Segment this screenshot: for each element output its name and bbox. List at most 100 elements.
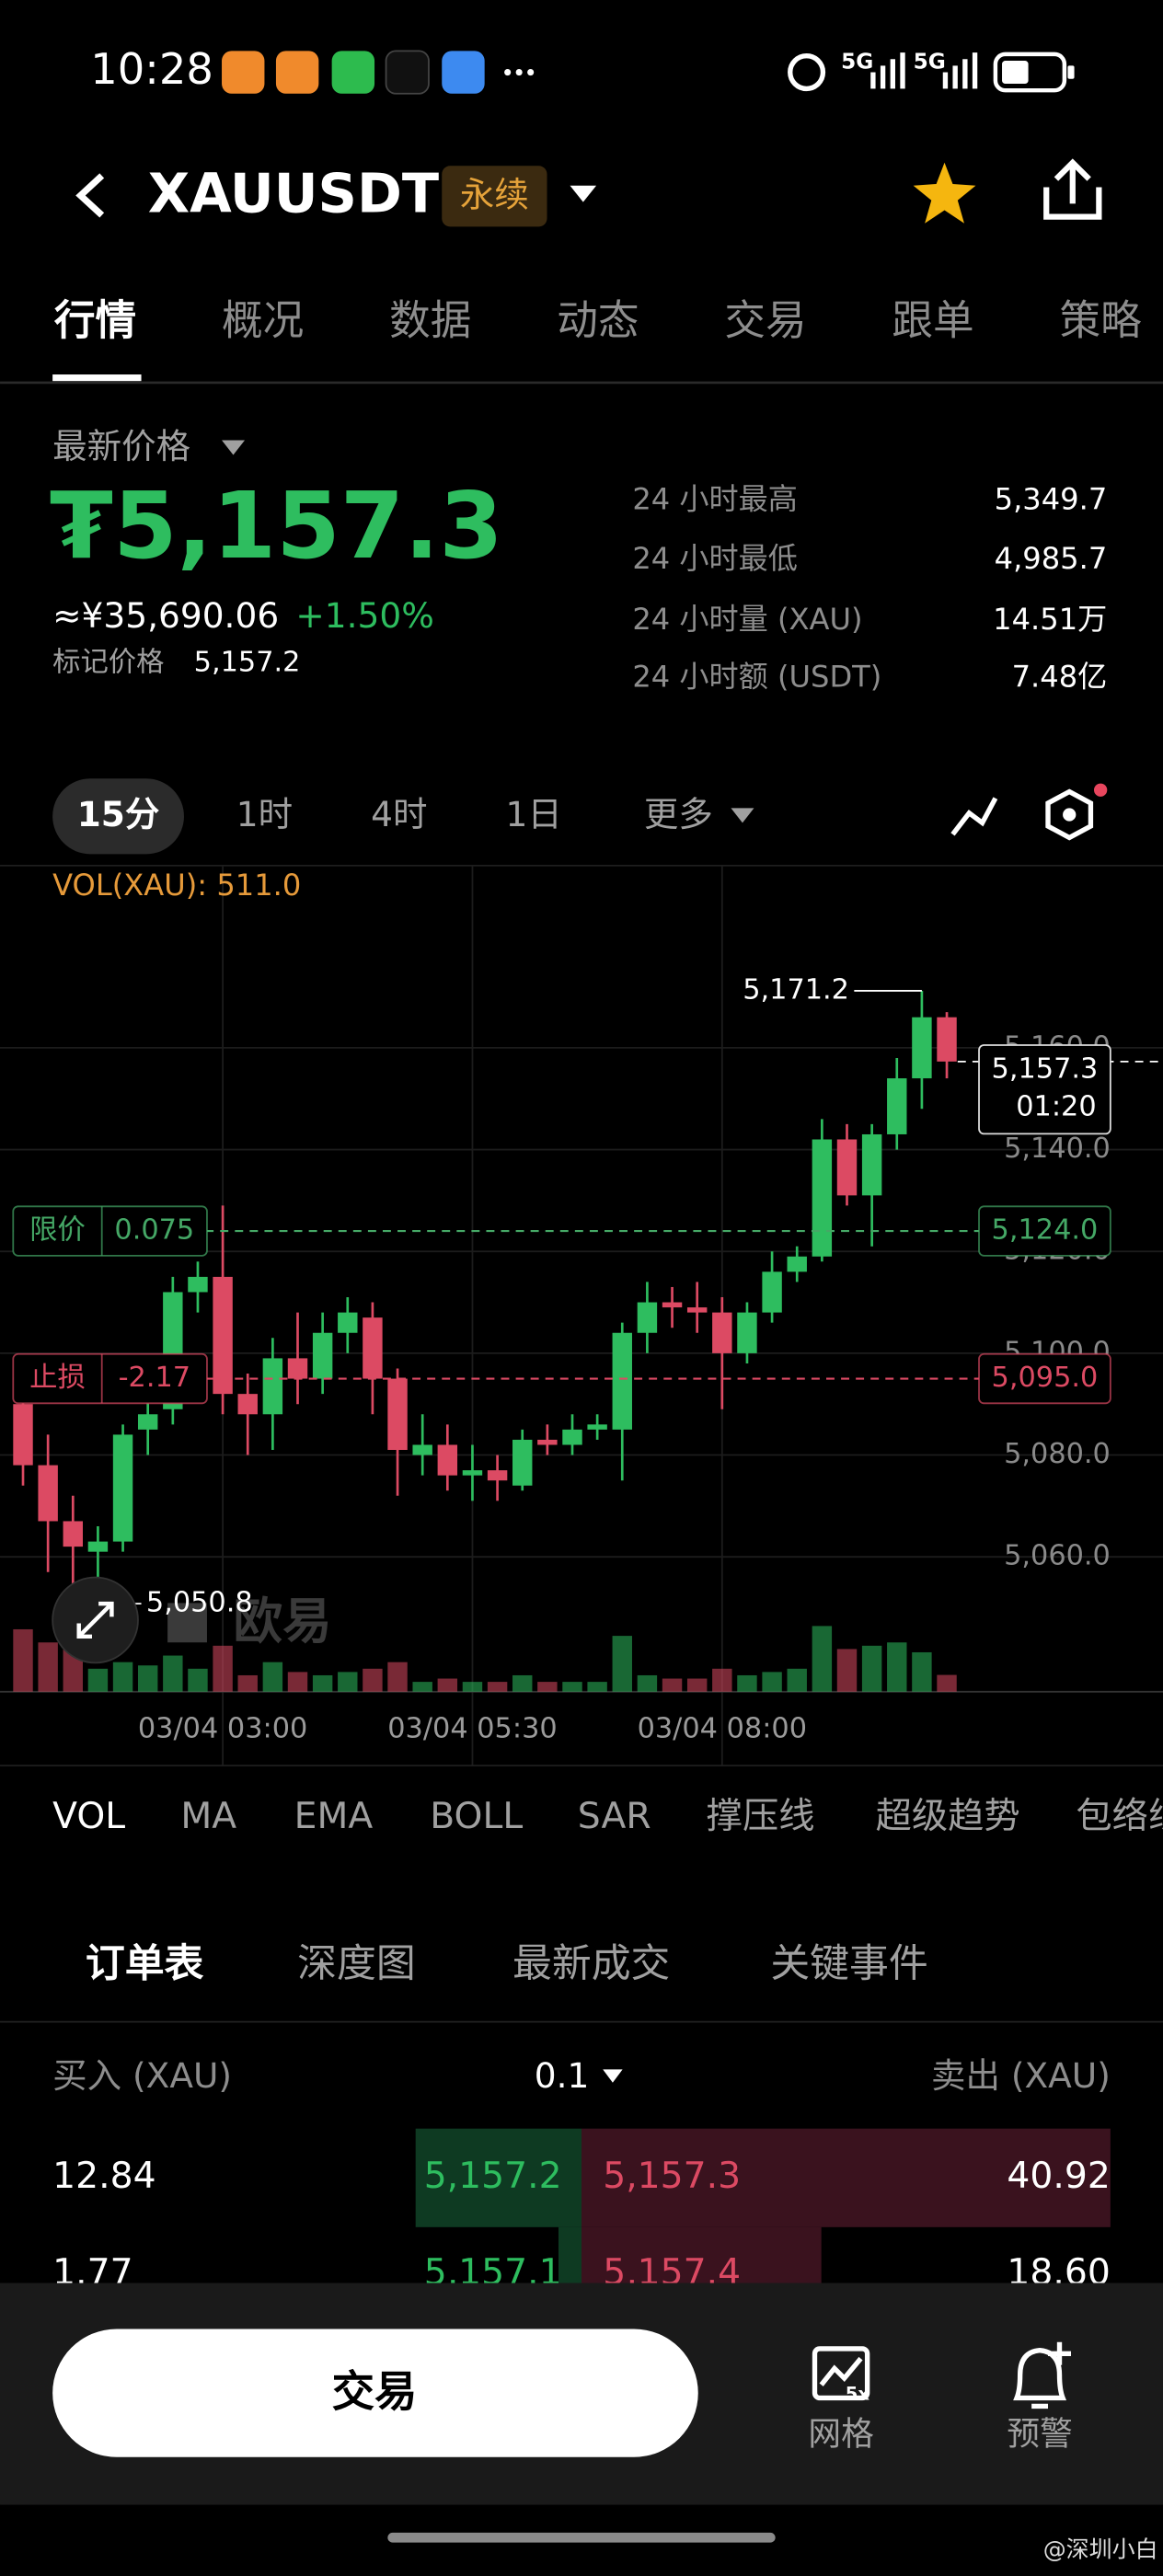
candle-body: [262, 1358, 283, 1415]
book-tab[interactable]: 关键事件: [770, 1940, 927, 1986]
volume-bar: [112, 1662, 133, 1692]
candle-body: [412, 1444, 432, 1455]
expand-icon: [76, 1601, 114, 1639]
share[interactable]: [1043, 158, 1102, 220]
back-button[interactable]: [75, 173, 105, 218]
interval[interactable]: 更多: [644, 794, 713, 834]
volume-bar: [937, 1674, 957, 1692]
mark-price: 5,157.2: [194, 647, 301, 679]
volume-bar: [612, 1636, 632, 1692]
volume-bar: [787, 1668, 807, 1692]
candle-body: [762, 1271, 782, 1313]
indicator[interactable]: 超级趋势: [876, 1796, 1020, 1837]
ask-size: 40.92: [1007, 2156, 1110, 2197]
network: 5G: [841, 49, 873, 74]
candle-body: [912, 1017, 932, 1079]
stat-label: 24 小时最低: [632, 541, 798, 576]
watermark-logo: [167, 1603, 207, 1643]
volume-bar: [737, 1674, 757, 1692]
indicator[interactable]: BOLL: [430, 1796, 523, 1837]
interval-active-bg: [52, 778, 184, 855]
candle-body: [737, 1312, 757, 1353]
indicator[interactable]: VOL: [52, 1796, 125, 1837]
indicator[interactable]: SAR: [578, 1796, 651, 1837]
candle-body: [587, 1424, 607, 1430]
tab[interactable]: 数据: [389, 297, 471, 345]
book-tab[interactable]: 订单表: [86, 1940, 204, 1986]
stat-value: 7.48亿: [1012, 659, 1108, 694]
indicator[interactable]: EMA: [294, 1796, 374, 1837]
candle-body: [562, 1429, 582, 1445]
candle-body: [312, 1332, 333, 1379]
candle-body: [137, 1414, 158, 1430]
mark-label: 标记价格: [52, 647, 164, 679]
depth-bar: [558, 2226, 582, 2294]
volume-bar: [387, 1662, 408, 1692]
buy-header: 买入 (XAU): [52, 2055, 232, 2096]
tab[interactable]: 概况: [222, 297, 304, 345]
chart-watermark: 欧易: [234, 1592, 332, 1650]
book-tab[interactable]: 深度图: [297, 1940, 415, 1986]
tab[interactable]: 行情: [54, 297, 136, 345]
indicator[interactable]: 撑压线: [707, 1796, 815, 1837]
candle-body: [836, 1139, 858, 1196]
candle-body: [63, 1521, 83, 1547]
tab-underline: [52, 374, 142, 382]
tab[interactable]: 策略: [1060, 297, 1142, 345]
volume-label: VOL(XAU): 511.0: [52, 868, 301, 903]
candle-body: [462, 1470, 483, 1476]
step[interactable]: 0.1: [535, 2055, 590, 2096]
ask-price: 5,157.3: [603, 2156, 741, 2197]
candle-body: [861, 1133, 882, 1196]
candle-body: [487, 1470, 508, 1481]
volume-bar: [437, 1678, 458, 1692]
interval[interactable]: 1时: [236, 794, 293, 834]
dropdown[interactable]: [570, 185, 597, 202]
indicator[interactable]: 包络线: [1076, 1796, 1163, 1837]
stat-label: 24 小时最高: [632, 482, 798, 517]
tab[interactable]: 跟单: [892, 297, 973, 345]
trade-button[interactable]: [52, 2329, 698, 2457]
dropdown[interactable]: [603, 2069, 623, 2083]
candle-body: [287, 1358, 308, 1379]
candle-body: [787, 1256, 807, 1272]
depth-bar: [582, 2128, 1111, 2227]
grid-icon[interactable]: [812, 2346, 870, 2401]
extreme-label: 5,171.2: [743, 973, 849, 1006]
badge-bg: [442, 166, 547, 227]
tab[interactable]: 动态: [557, 297, 639, 345]
volume-bar: [213, 1645, 233, 1692]
volume-bar: [762, 1672, 782, 1692]
interval[interactable]: 15分: [77, 794, 160, 834]
volume-bar: [87, 1668, 109, 1692]
candle-body: [237, 1394, 258, 1415]
notice-dot: [1094, 783, 1108, 797]
dropdown[interactable]: [222, 440, 246, 455]
home-indicator: [387, 2532, 776, 2543]
candle-body: [13, 1404, 33, 1466]
book-tab[interactable]: 最新成交: [512, 1940, 670, 1986]
volume-bar: [163, 1655, 183, 1692]
x-tick-label: 03/04 03:00: [138, 1712, 307, 1744]
candle-body: [338, 1312, 358, 1333]
interval[interactable]: 4时: [371, 794, 427, 834]
candle-body: [38, 1465, 58, 1522]
tab[interactable]: 交易: [724, 297, 806, 345]
interval[interactable]: 1日: [506, 794, 562, 834]
settings-button[interactable]: [1045, 788, 1094, 841]
stat-label: 24 小时量 (XAU): [632, 602, 862, 637]
volume-bar: [188, 1668, 208, 1692]
order-tag: [12, 1352, 208, 1405]
volume-bar: [13, 1628, 33, 1692]
indicator[interactable]: MA: [180, 1796, 236, 1837]
extreme-label: 5,050.8: [146, 1587, 253, 1619]
candle-body: [712, 1312, 732, 1353]
volume-bar: [662, 1678, 683, 1692]
favorite[interactable]: [913, 162, 976, 224]
symbol: XAUUSDT: [148, 161, 439, 224]
volume-bar: [812, 1626, 833, 1692]
dropdown[interactable]: [731, 808, 754, 823]
indicator-button[interactable]: [950, 797, 998, 836]
alert-icon[interactable]: [1013, 2341, 1072, 2409]
